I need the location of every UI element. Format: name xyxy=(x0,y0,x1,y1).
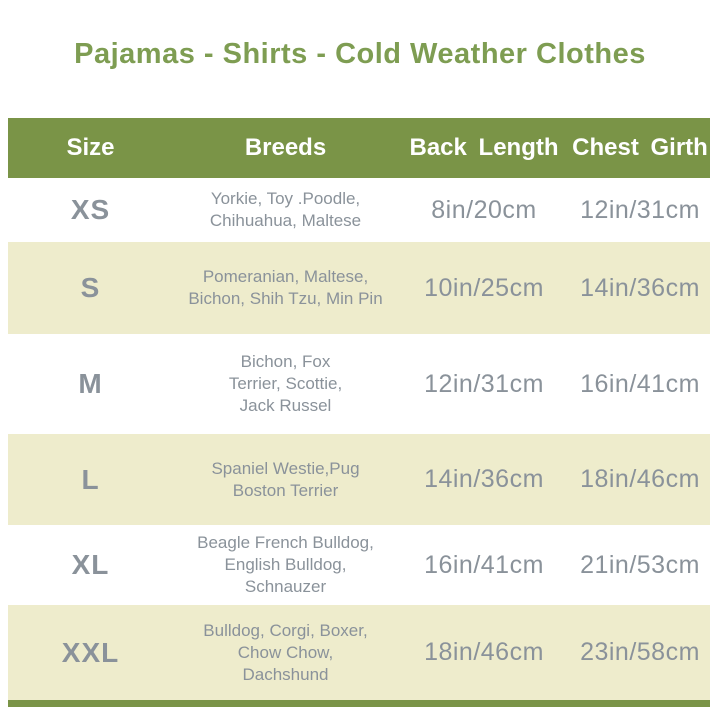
size-value: XXL xyxy=(61,636,120,668)
size-value: XS xyxy=(70,194,111,225)
table-row-xs: XS Yorkie, Toy .Poodle, Chihuahua, Malte… xyxy=(8,178,710,242)
table-row-l: L Spaniel Westie,Pug Boston Terrier 14in… xyxy=(8,434,710,525)
breeds-line: Schnauzer xyxy=(244,577,327,596)
breeds-line: Bichon, Fox xyxy=(240,352,331,371)
size-value: L xyxy=(81,463,100,495)
breeds-value: Beagle French Bulldog, English Bulldog, … xyxy=(173,532,398,598)
table-row-xl: XL Beagle French Bulldog, English Bulldo… xyxy=(8,525,710,605)
table-row-m: M Bichon, Fox Terrier, Scottie, Jack Rus… xyxy=(8,334,710,434)
back-length-value: 14in/36cm xyxy=(424,465,544,493)
back-length-value: 18in/46cm xyxy=(424,638,544,666)
size-value: S xyxy=(80,272,101,303)
size-value: M xyxy=(78,368,103,399)
chest-girth-value: 14in/36cm xyxy=(580,273,700,302)
table-row-xxl: XXL Bulldog, Corgi, Boxer, Chow Chow, Da… xyxy=(8,605,710,700)
breeds-line: Bichon, Shih Tzu, Min Pin xyxy=(188,289,383,308)
breeds-value: Yorkie, Toy .Poodle, Chihuahua, Maltese xyxy=(173,188,398,232)
table-bottom-border xyxy=(8,700,710,707)
chest-girth-value: 23in/58cm xyxy=(580,638,700,666)
size-value: XL xyxy=(71,549,110,580)
header-size: Size xyxy=(66,134,115,161)
size-chart-table: Size Breeds Back Length Chest Girth XS Y… xyxy=(8,118,710,707)
breeds-line: Beagle French Bulldog, xyxy=(197,533,374,552)
breeds-line: Yorkie, Toy .Poodle, xyxy=(210,189,361,208)
back-length-value: 12in/31cm xyxy=(424,369,544,398)
breeds-value: Spaniel Westie,Pug Boston Terrier xyxy=(173,458,398,502)
back-length-value: 10in/25cm xyxy=(424,273,544,302)
breeds-line: English Bulldog, xyxy=(224,555,347,574)
chest-girth-value: 16in/41cm xyxy=(580,369,700,398)
breeds-line: Dachshund xyxy=(242,664,329,684)
back-length-value: 16in/41cm xyxy=(424,550,544,579)
breeds-line: Chihuahua, Maltese xyxy=(209,211,362,230)
header-chest-girth: Chest Girth xyxy=(572,134,708,161)
breeds-line: Bulldog, Corgi, Boxer, xyxy=(203,620,368,640)
header-breeds: Breeds xyxy=(244,134,327,161)
back-length-value: 8in/20cm xyxy=(431,195,537,224)
chest-girth-value: 12in/31cm xyxy=(580,195,700,224)
chest-girth-value: 18in/46cm xyxy=(580,465,700,493)
breeds-line: Pomeranian, Maltese, xyxy=(202,267,369,286)
breeds-line: Boston Terrier xyxy=(232,480,339,500)
breeds-line: Chow Chow, xyxy=(237,642,334,662)
breeds-value: Pomeranian, Maltese, Bichon, Shih Tzu, M… xyxy=(173,266,398,310)
table-header-row: Size Breeds Back Length Chest Girth xyxy=(8,118,710,178)
breeds-line: Jack Russel xyxy=(239,396,332,415)
header-back-length: Back Length xyxy=(409,134,559,161)
breeds-line: Terrier, Scottie, xyxy=(228,374,343,393)
table-row-s: S Pomeranian, Maltese, Bichon, Shih Tzu,… xyxy=(8,242,710,334)
breeds-value: Bichon, Fox Terrier, Scottie, Jack Russe… xyxy=(173,351,398,417)
breeds-line: Spaniel Westie,Pug xyxy=(211,458,360,478)
breeds-value: Bulldog, Corgi, Boxer, Chow Chow, Dachsh… xyxy=(173,620,398,686)
page-title: Pajamas - Shirts - Cold Weather Clothes xyxy=(74,38,646,70)
chest-girth-value: 21in/53cm xyxy=(580,550,700,579)
